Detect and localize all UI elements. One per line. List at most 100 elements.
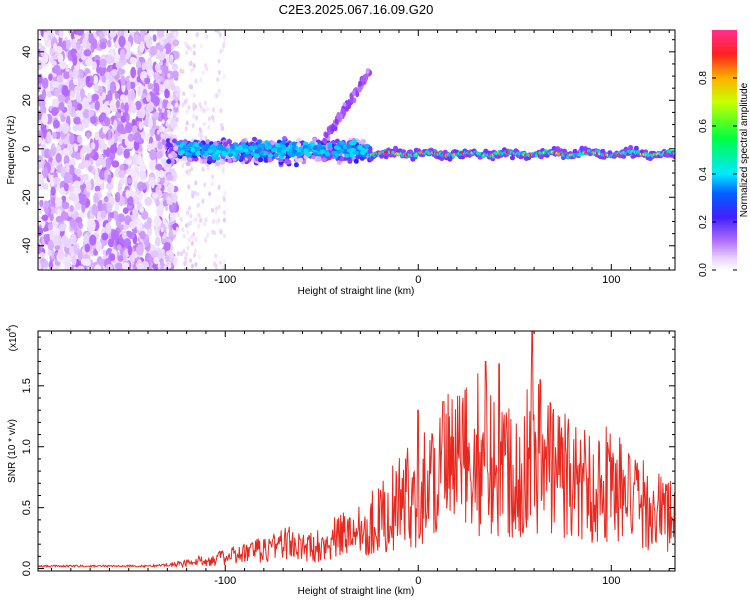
spectrogram-cell (188, 205, 191, 211)
spectrogram-cell (66, 254, 71, 264)
colorbar-tick-label: 0.0 (698, 263, 709, 277)
spectrogram-cell (151, 141, 160, 148)
spectrogram-cell (176, 157, 180, 163)
spectrogram-cell (170, 30, 174, 34)
spectrogram-cell (252, 136, 257, 142)
spectrogram-cell (98, 170, 107, 180)
snr-scale-label: (x104) (6, 325, 19, 352)
spectrogram-cell (49, 48, 55, 56)
spectrogram-cell (360, 150, 366, 155)
spectrogram-cell (116, 123, 125, 134)
spectrogram-cell (136, 75, 141, 83)
spectrogram-cell (165, 222, 168, 228)
spectrogram-cell (186, 245, 190, 251)
spectrogram-cell (83, 233, 89, 245)
spectrogram-cell (628, 145, 634, 150)
spectrogram-cell (310, 141, 316, 147)
spectrogram-cell (120, 115, 127, 123)
spectrogram-cell (63, 182, 69, 192)
spectrogram-cell (61, 201, 70, 210)
spectrogram-cell (127, 245, 133, 256)
spectrogram-cell (349, 94, 354, 101)
spectrogram-cell (106, 182, 114, 191)
spectrogram-ylabel: Frequency (Hz) (6, 116, 17, 185)
spectrogram-cell (194, 146, 200, 151)
spectrogram-cell (222, 217, 226, 223)
spectrogram-cell (139, 41, 145, 53)
spectrogram-cell (193, 190, 197, 196)
spectrogram-cell (307, 147, 313, 152)
spectrogram-cell (353, 158, 359, 164)
spectrogram-cell (72, 68, 79, 79)
spectrogram-cell (339, 140, 345, 145)
spectrogram-cell (185, 251, 189, 257)
spectrogram-cell (175, 92, 179, 98)
spectrogram-cell (58, 223, 66, 232)
spectrogram-cell (85, 75, 91, 83)
spectrogram-cell (107, 39, 112, 48)
spectrogram-cell (153, 71, 160, 81)
spectrogram-cell (324, 132, 329, 139)
spectrogram-cell (187, 157, 193, 163)
spectrogram-cell (100, 140, 106, 148)
spectrogram-cell (73, 180, 81, 188)
spectrogram-cell (136, 218, 143, 231)
spectrogram-cell (125, 230, 133, 237)
spectrogram-cell (201, 70, 205, 76)
spectrogram-cell (152, 192, 158, 199)
spectrogram-cell (40, 104, 47, 116)
spectrogram-cell (102, 249, 107, 256)
spectrogram-cell (49, 213, 54, 222)
spectrogram-cell (175, 140, 181, 146)
spectrogram-cell (58, 60, 67, 70)
spectrogram-cell (221, 150, 227, 155)
spectrogram-cell (192, 102, 196, 108)
spectrogram-cell (263, 157, 269, 163)
colorbar-tick-label: 0.6 (698, 119, 709, 133)
spectrogram-cell (175, 226, 179, 232)
spectrogram-cell (153, 257, 160, 265)
spectrogram-cell (189, 258, 192, 264)
spectrogram-cell (320, 149, 326, 154)
spectrogram-cell (166, 142, 172, 148)
spectrogram-cell (172, 152, 178, 158)
x-tick-label: -100 (214, 274, 236, 286)
spectrogram-cell (43, 234, 48, 241)
spectrogram-cell (137, 111, 144, 119)
spectrogram-cell (118, 30, 123, 36)
spectrogram-cell (154, 63, 161, 72)
spectrogram-cell (165, 121, 169, 127)
spectrogram-cell (218, 146, 224, 151)
spectrogram-cell (181, 163, 185, 168)
spectrogram-cell (336, 111, 341, 118)
spectrogram-cell (67, 99, 73, 111)
spectrogram-cell (152, 95, 160, 107)
spectrogram-cell (87, 92, 92, 103)
spectrogram-cell (124, 102, 129, 113)
spectrogram-cell (217, 88, 221, 94)
spectrogram-cell (153, 111, 160, 120)
spectrogram-cell (172, 138, 177, 144)
spectrogram-cell (221, 168, 225, 174)
spectrogram-cell (167, 109, 171, 115)
spectrogram-cell (41, 214, 49, 222)
spectrogram-cell (94, 264, 102, 270)
spectrogram-cell (202, 121, 206, 127)
spectrogram-cell (223, 141, 228, 147)
spectrogram-cell (155, 131, 162, 142)
spectrogram-cell (73, 187, 82, 195)
spectrogram-cell (157, 177, 161, 183)
spectrogram-cell (89, 234, 97, 246)
spectrogram-cell (82, 144, 87, 154)
spectrogram-cell (672, 154, 675, 160)
spectrogram-cell (190, 234, 194, 240)
spectrogram-cell (633, 145, 639, 151)
spectrogram-cell (158, 69, 162, 75)
colorbar: 0.0 0.2 0.4 0.6 0.8 Normalized spectral ampl… (698, 30, 750, 277)
spectrogram-cell (53, 235, 59, 247)
spectrogram-cell (69, 164, 75, 175)
spectrogram-cell (200, 106, 204, 111)
spectrogram-cell (182, 156, 188, 161)
spectrogram-cell (195, 151, 201, 156)
